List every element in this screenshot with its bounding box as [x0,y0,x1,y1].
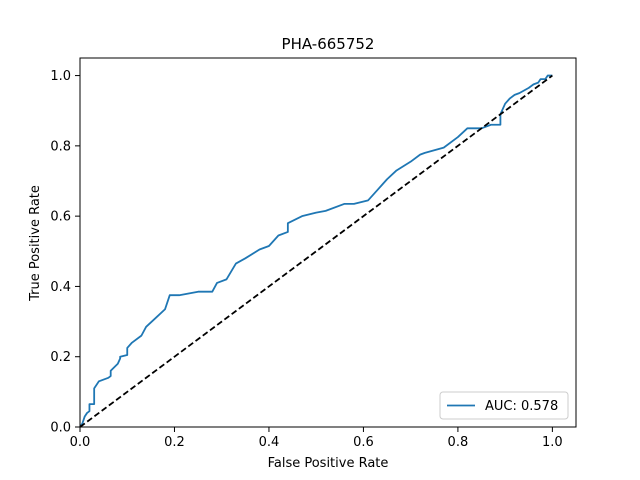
y-tick-label: 0.8 [50,139,71,154]
y-tick-label: 0.4 [50,280,71,295]
legend-box [439,391,569,420]
y-tick-label: 1.0 [50,69,71,84]
y-tick-label: 0.6 [50,210,71,225]
x-tick-label: 0.4 [259,435,280,450]
legend: AUC: 0.578 [439,391,569,420]
x-tick-label: 1.0 [542,435,563,450]
x-tick-label: 0.2 [164,435,185,450]
axes: 0.0 0.2 0.4 0.6 0.8 1.0 0.0 0.2 0.4 0.6 0.8 1.0 [50,57,577,450]
x-tick-label: 0.8 [448,435,469,450]
x-tick-label: 0.0 [70,435,91,450]
chance-line [79,74,553,428]
y-axis-label: True Positive Rate [28,185,43,302]
y-tick-label: 0.0 [50,421,71,436]
legend-label: AUC: 0.578 [485,399,558,414]
plot-area [79,74,553,428]
x-axis-label: False Positive Rate [268,456,389,471]
y-tick-label: 0.2 [50,350,71,365]
axes-frame [79,57,577,428]
x-tick-label: 0.6 [353,435,374,450]
chart-title: PHA-665752 [282,35,375,53]
